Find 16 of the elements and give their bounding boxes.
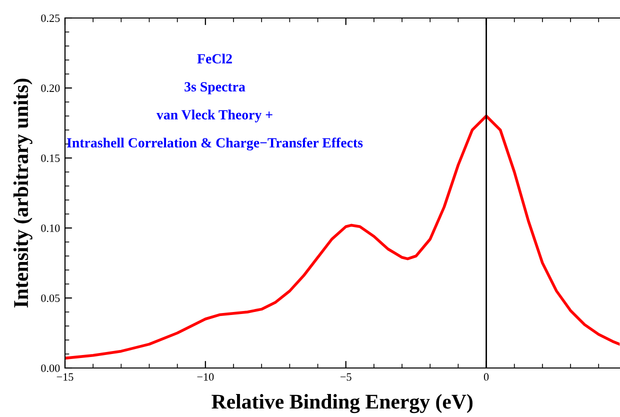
y-axis-title: Intensity (arbitrary units) (13, 78, 32, 308)
x-axis-title: Relative Binding Energy (eV) (212, 394, 472, 414)
x-tick-label: 0 (484, 373, 489, 381)
annotation: van Vleck Theory + (156, 110, 272, 122)
y-tick-label: 0.25 (41, 14, 60, 22)
annotation: 3s Spectra (184, 82, 246, 94)
y-tick-label: 0.05 (41, 294, 60, 302)
x-tick-label: −15 (56, 373, 74, 381)
annotation: FeCl2 (197, 54, 232, 64)
x-tick-label: −5 (340, 373, 352, 381)
y-tick-label: 0.10 (41, 224, 60, 232)
x-tick-label: −10 (197, 373, 214, 381)
y-tick-label: 0.00 (41, 364, 60, 372)
y-tick-label: 0.15 (41, 154, 60, 162)
annotation: Intrashell Correlation & Charge−Transfer Effects (67, 138, 363, 150)
y-tick-label: 0.20 (41, 84, 60, 92)
